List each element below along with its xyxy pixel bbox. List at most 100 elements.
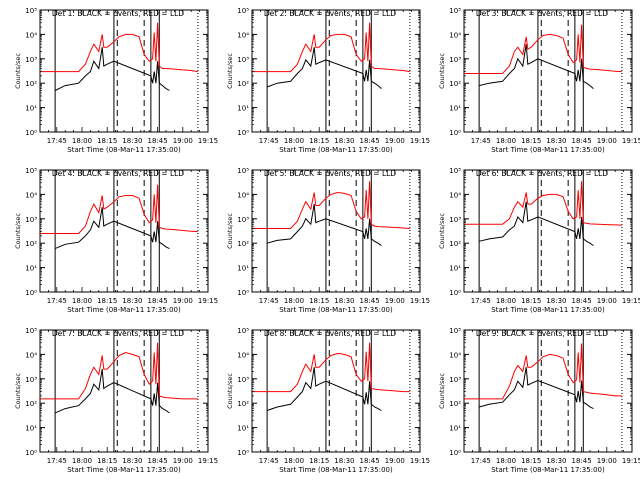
x-tick-label: 18:15 <box>309 457 329 465</box>
panel-title: Det 4: BLACK = Events, RED = LLD <box>52 169 184 178</box>
x-tick-label: 18:30 <box>546 297 566 305</box>
detector-panel: 10⁰ 10¹ 10² 10³ 10⁴ 10⁵ 17:45 18:00 18:15 18:30 18… <box>14 7 218 154</box>
x-tick-label: 18:30 <box>122 457 142 465</box>
y-tick-label: 10⁴ <box>237 191 249 199</box>
x-tick-label: 18:15 <box>97 137 117 145</box>
x-tick-label: 18:00 <box>72 457 92 465</box>
x-axis-label: Start Time (08-Mar-11 17:35:00) <box>67 466 181 474</box>
detector-panel: 10⁰ 10¹ 10² 10³ 10⁴ 10⁵ 17:45 18:00 18:15 18:30 18… <box>438 167 640 314</box>
series-events-line <box>54 47 170 91</box>
plot-frame <box>39 329 209 453</box>
panel-title: Det 9: BLACK = Events, RED = LLD <box>476 329 608 338</box>
y-tick-label: 10³ <box>237 376 249 384</box>
x-tick-label: 17:45 <box>471 137 491 145</box>
y-tick-label: 10¹ <box>449 105 461 113</box>
y-tick-label: 10⁰ <box>237 129 249 137</box>
y-tick-label: 10¹ <box>25 265 37 273</box>
x-tick-label: 18:45 <box>148 137 168 145</box>
y-tick-label: 10⁰ <box>237 289 249 297</box>
panel-title: Det 1: BLACK = Events, RED = LLD <box>52 9 184 18</box>
y-axis-label: Counts/sec <box>14 373 22 409</box>
x-tick-label: 18:30 <box>546 457 566 465</box>
y-tick-label: 10⁴ <box>25 351 37 359</box>
y-tick-label: 10¹ <box>25 425 37 433</box>
y-tick-label: 10⁰ <box>237 449 249 457</box>
y-axis-label: Counts/sec <box>438 213 446 249</box>
x-tick-label: 18:45 <box>360 137 380 145</box>
y-tick-label: 10¹ <box>237 425 249 433</box>
y-tick-label: 10⁵ <box>25 327 37 335</box>
y-tick-label: 10⁴ <box>449 31 461 39</box>
y-tick-label: 10⁴ <box>25 191 37 199</box>
y-tick-label: 10⁴ <box>237 351 249 359</box>
detector-panel: 10⁰ 10¹ 10² 10³ 10⁴ 10⁵ 17:45 18:00 18:15 18:30 18… <box>438 7 640 154</box>
series-lld-line <box>40 22 198 73</box>
y-tick-label: 10³ <box>25 56 37 64</box>
detector-panel: 10⁰ 10¹ 10² 10³ 10⁴ 10⁵ 17:45 18:00 18:15 18:30 18… <box>226 327 430 474</box>
y-tick-label: 10³ <box>449 216 461 224</box>
panel-title: Det 7: BLACK = Events, RED = LLD <box>52 329 184 338</box>
x-tick-label: 17:45 <box>47 137 67 145</box>
x-tick-label: 17:45 <box>259 297 279 305</box>
y-tick-label: 10² <box>237 400 249 408</box>
series-lld-line <box>252 342 410 393</box>
y-tick-label: 10¹ <box>25 105 37 113</box>
y-tick-label: 10² <box>449 240 461 248</box>
x-tick-label: 18:45 <box>572 457 592 465</box>
x-tick-label: 17:45 <box>471 457 491 465</box>
x-tick-label: 18:15 <box>309 297 329 305</box>
series-events-line <box>478 44 594 89</box>
y-tick-label: 10¹ <box>449 265 461 273</box>
x-axis-label: Start Time (08-Mar-11 17:35:00) <box>279 306 393 314</box>
series-events-line <box>54 207 170 250</box>
x-tick-label: 19:00 <box>173 137 193 145</box>
series-lld-line <box>252 22 410 73</box>
y-tick-label: 10⁴ <box>25 31 37 39</box>
x-tick-label: 19:00 <box>597 137 617 145</box>
y-tick-label: 10⁰ <box>449 449 461 457</box>
x-tick-label: 18:15 <box>521 457 541 465</box>
y-tick-label: 10⁵ <box>237 167 249 175</box>
x-tick-label: 18:45 <box>148 457 168 465</box>
x-axis-label: Start Time (08-Mar-11 17:35:00) <box>67 146 181 154</box>
x-tick-label: 17:45 <box>471 297 491 305</box>
y-tick-label: 10² <box>449 80 461 88</box>
plot-frame <box>39 9 209 133</box>
x-tick-label: 18:45 <box>148 297 168 305</box>
y-axis-label: Counts/sec <box>226 53 234 89</box>
x-tick-label: 17:45 <box>259 137 279 145</box>
x-tick-label: 18:45 <box>360 297 380 305</box>
x-axis-label: Start Time (08-Mar-11 17:35:00) <box>491 466 605 474</box>
x-tick-label: 19:15 <box>198 457 218 465</box>
x-tick-label: 18:00 <box>496 137 516 145</box>
x-tick-label: 18:15 <box>521 137 541 145</box>
panel-title: Det 8: BLACK = Events, RED = LLD <box>264 329 396 338</box>
x-tick-label: 18:30 <box>122 297 142 305</box>
y-tick-label: 10⁵ <box>449 167 461 175</box>
x-tick-label: 19:15 <box>622 457 640 465</box>
x-tick-label: 17:45 <box>47 297 67 305</box>
series-events-line <box>54 369 170 414</box>
y-axis-label: Counts/sec <box>438 373 446 409</box>
x-axis-label: Start Time (08-Mar-11 17:35:00) <box>491 306 605 314</box>
x-tick-label: 19:15 <box>410 457 430 465</box>
series-lld-line <box>40 184 198 234</box>
y-tick-label: 10³ <box>237 216 249 224</box>
x-tick-label: 18:30 <box>122 137 142 145</box>
y-tick-label: 10⁰ <box>25 129 37 137</box>
y-tick-label: 10² <box>25 400 37 408</box>
x-tick-label: 19:00 <box>597 457 617 465</box>
x-tick-label: 19:00 <box>385 297 405 305</box>
x-tick-label: 19:15 <box>622 137 640 145</box>
y-axis-label: Counts/sec <box>438 53 446 89</box>
y-axis-label: Counts/sec <box>14 53 22 89</box>
y-tick-label: 10⁰ <box>449 289 461 297</box>
detector-panel: 10⁰ 10¹ 10² 10³ 10⁴ 10⁵ 17:45 18:00 18:15 18:30 18… <box>438 327 640 474</box>
x-tick-label: 18:30 <box>334 297 354 305</box>
x-tick-label: 18:15 <box>521 297 541 305</box>
y-tick-label: 10³ <box>25 216 37 224</box>
y-tick-label: 10¹ <box>449 425 461 433</box>
x-tick-label: 19:00 <box>173 297 193 305</box>
x-tick-label: 18:45 <box>572 297 592 305</box>
y-tick-label: 10³ <box>449 376 461 384</box>
